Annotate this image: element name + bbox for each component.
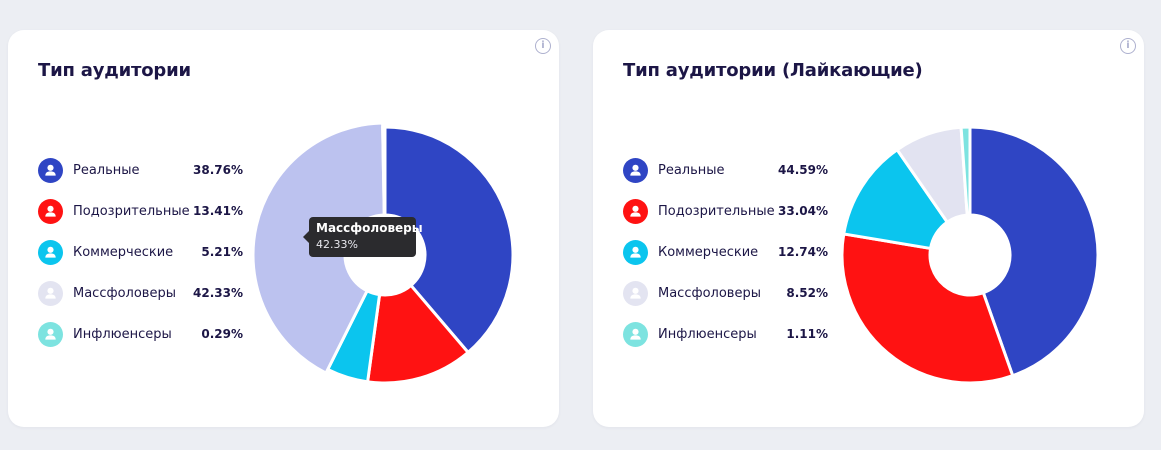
- legend-label: Инфлюенсеры: [73, 327, 172, 342]
- pie-chart: [840, 125, 1100, 385]
- info-icon[interactable]: i: [535, 38, 551, 54]
- legend: Реальные 38.76% Подозрительные 13.41% Ко…: [38, 158, 243, 363]
- audience-type-card: Тип аудитории i Реальные 38.76% Подозрит…: [8, 30, 559, 427]
- legend-value: 33.04%: [778, 204, 828, 218]
- legend-label: Массфоловеры: [73, 286, 176, 301]
- legend-label: Реальные: [73, 163, 140, 178]
- legend-item-massfollowers[interactable]: Массфоловеры 42.33%: [38, 281, 243, 322]
- pie-slice-2[interactable]: [840, 232, 1015, 385]
- pie-slice-5[interactable]: [381, 125, 387, 217]
- legend-item-commercial[interactable]: Коммерческие 5.21%: [38, 240, 243, 281]
- legend-value: 42.33%: [193, 286, 243, 300]
- legend-value: 12.74%: [778, 245, 828, 259]
- card-title: Тип аудитории: [38, 60, 191, 81]
- legend-item-commercial[interactable]: Коммерческие 12.74%: [623, 240, 828, 281]
- audience-type-likers-card: Тип аудитории (Лайкающие) i Реальные 44.…: [593, 30, 1144, 427]
- user-icon: [623, 240, 648, 265]
- legend-item-suspicious[interactable]: Подозрительные 33.04%: [623, 199, 828, 240]
- user-icon: [623, 199, 648, 224]
- legend-value: 0.29%: [201, 327, 243, 341]
- user-icon: [623, 158, 648, 183]
- legend-value: 5.21%: [201, 245, 243, 259]
- user-icon: [38, 281, 63, 306]
- legend-value: 8.52%: [786, 286, 828, 300]
- user-icon: [38, 199, 63, 224]
- legend-item-suspicious[interactable]: Подозрительные 13.41%: [38, 199, 243, 240]
- legend-value: 44.59%: [778, 163, 828, 177]
- user-icon: [623, 281, 648, 306]
- legend: Реальные 44.59% Подозрительные 33.04% Ко…: [623, 158, 828, 363]
- legend-item-influencers[interactable]: Инфлюенсеры 1.11%: [623, 322, 828, 363]
- legend-label: Массфоловеры: [658, 286, 761, 301]
- pie-chart: [251, 121, 515, 385]
- pie-slice-5[interactable]: [959, 125, 972, 217]
- legend-value: 1.11%: [786, 327, 828, 341]
- legend-label: Подозрительные: [73, 204, 190, 219]
- chart-tooltip: Массфоловеры 42.33%: [303, 217, 423, 257]
- legend-item-massfollowers[interactable]: Массфоловеры 8.52%: [623, 281, 828, 322]
- pie-slice-2[interactable]: [366, 283, 470, 385]
- tooltip-title: Массфоловеры: [316, 221, 423, 235]
- user-icon: [38, 158, 63, 183]
- legend-item-influencers[interactable]: Инфлюенсеры 0.29%: [38, 322, 243, 363]
- user-icon: [623, 322, 648, 347]
- legend-label: Реальные: [658, 163, 725, 178]
- tooltip-value: 42.33%: [316, 238, 358, 251]
- legend-value: 38.76%: [193, 163, 243, 177]
- legend-item-real[interactable]: Реальные 38.76%: [38, 158, 243, 199]
- info-icon[interactable]: i: [1120, 38, 1136, 54]
- legend-label: Подозрительные: [658, 204, 775, 219]
- legend-label: Коммерческие: [73, 245, 174, 260]
- legend-label: Коммерческие: [658, 245, 759, 260]
- user-icon: [38, 322, 63, 347]
- pie-slice-1[interactable]: [383, 125, 515, 354]
- user-icon: [38, 240, 63, 265]
- pie-slice-1[interactable]: [968, 125, 1100, 378]
- legend-label: Инфлюенсеры: [658, 327, 757, 342]
- card-title: Тип аудитории (Лайкающие): [623, 60, 923, 81]
- legend-item-real[interactable]: Реальные 44.59%: [623, 158, 828, 199]
- legend-value: 13.41%: [193, 204, 243, 218]
